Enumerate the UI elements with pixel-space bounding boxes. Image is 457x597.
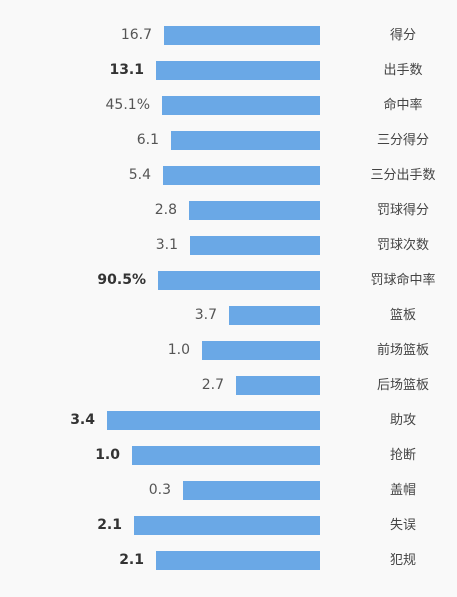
stat-value: 2.1 — [119, 552, 144, 568]
stat-bar — [163, 166, 320, 185]
stat-row: 16.7 得分 — [0, 18, 457, 53]
stat-label: 罚球命中率 — [370, 273, 436, 288]
stat-value: 0.3 — [148, 482, 171, 498]
stat-bar — [134, 516, 320, 535]
stat-row: 3.4 助攻 — [0, 403, 457, 438]
stat-row: 1.0 前场篮板 — [0, 333, 457, 368]
stat-bar — [171, 131, 320, 150]
stat-label: 失误 — [389, 518, 416, 533]
stat-label: 三分出手数 — [370, 168, 436, 183]
stat-value: 3.4 — [70, 412, 95, 428]
stat-row: 90.5% 罚球命中率 — [0, 263, 457, 298]
stat-bar — [190, 236, 320, 255]
stat-row: 3.1 罚球次数 — [0, 228, 457, 263]
stat-label: 助攻 — [389, 413, 416, 428]
stat-value: 3.1 — [155, 237, 178, 253]
stat-bar — [202, 341, 320, 360]
stat-label: 罚球次数 — [376, 238, 429, 253]
stat-bar — [162, 96, 320, 115]
stat-label: 命中率 — [383, 98, 423, 113]
stat-value: 5.4 — [128, 167, 151, 183]
stat-bar — [189, 201, 320, 220]
stat-value: 45.1% — [105, 97, 150, 113]
stat-bar — [156, 61, 320, 80]
stat-row: 13.1 出手数 — [0, 53, 457, 88]
stat-label: 三分得分 — [376, 133, 429, 148]
stat-label: 后场篮板 — [376, 378, 429, 393]
stat-bar — [236, 376, 320, 395]
stat-row: 0.3 盖帽 — [0, 473, 457, 508]
stat-label: 盖帽 — [389, 483, 416, 498]
stat-bar — [156, 551, 320, 570]
stat-label: 篮板 — [389, 308, 416, 323]
stat-label: 得分 — [389, 28, 416, 43]
stat-value: 90.5% — [97, 272, 146, 288]
stat-value: 1.0 — [95, 447, 120, 463]
stat-row: 1.0 抢断 — [0, 438, 457, 473]
stat-row: 6.1 三分得分 — [0, 123, 457, 158]
stat-label: 出手数 — [383, 63, 423, 78]
stat-row: 45.1% 命中率 — [0, 88, 457, 123]
stat-label: 抢断 — [389, 448, 416, 463]
stat-value: 2.1 — [97, 517, 122, 533]
stat-value: 6.1 — [136, 132, 159, 148]
stat-value: 2.8 — [154, 202, 177, 218]
stat-label: 罚球得分 — [376, 203, 429, 218]
stat-value: 3.7 — [194, 307, 217, 323]
stat-value: 16.7 — [120, 27, 152, 43]
stat-bar — [158, 271, 320, 290]
stat-bar — [132, 446, 320, 465]
stat-label: 前场篮板 — [376, 343, 429, 358]
stat-label: 犯规 — [389, 553, 416, 568]
stat-value: 2.7 — [201, 377, 224, 393]
stat-value: 13.1 — [109, 62, 144, 78]
stat-bar — [164, 26, 320, 45]
stat-value: 1.0 — [167, 342, 190, 358]
stat-row: 2.7 后场篮板 — [0, 368, 457, 403]
stat-row: 3.7 篮板 — [0, 298, 457, 333]
stat-row: 2.1 犯规 — [0, 543, 457, 578]
stat-row: 2.1 失误 — [0, 508, 457, 543]
stat-bar — [229, 306, 320, 325]
stat-bar — [107, 411, 320, 430]
stat-row: 5.4 三分出手数 — [0, 158, 457, 193]
stat-bar — [183, 481, 320, 500]
stat-row: 2.8 罚球得分 — [0, 193, 457, 228]
